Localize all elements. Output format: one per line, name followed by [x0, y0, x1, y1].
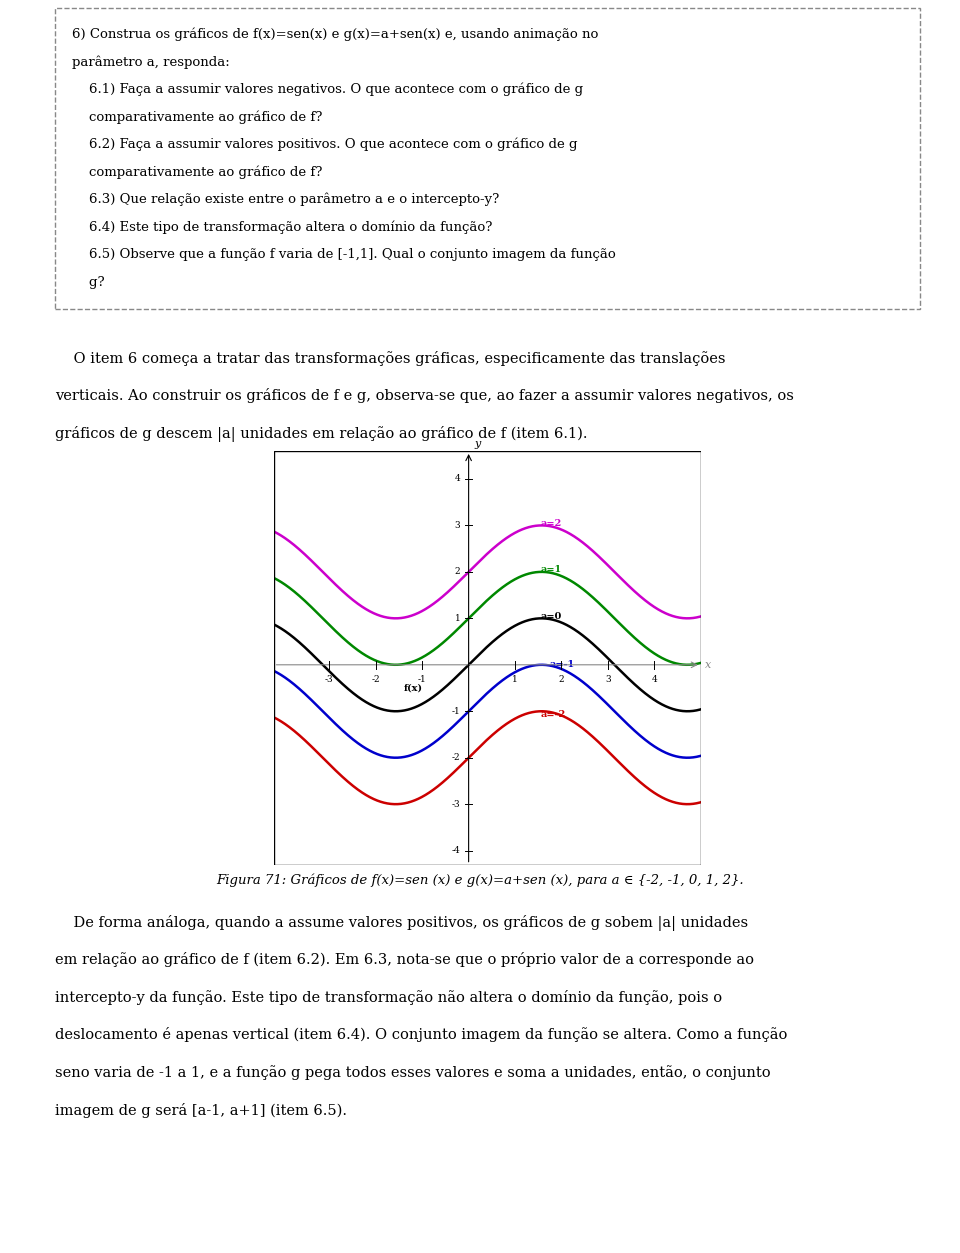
Text: 1: 1 — [513, 675, 518, 684]
Text: 6.3) Que relação existe entre o parâmetro a e o intercepto-y?: 6.3) Que relação existe entre o parâmetr… — [72, 193, 499, 207]
Text: 3: 3 — [455, 521, 460, 530]
Text: 6) Construa os gráficos de f(x)=sen(x) e g(x)=a+sen(x) e, usando animação no: 6) Construa os gráficos de f(x)=sen(x) e… — [72, 28, 598, 41]
Text: 3: 3 — [605, 675, 611, 684]
Text: a=0: a=0 — [540, 611, 562, 620]
Text: a=-2: a=-2 — [540, 710, 565, 719]
Text: 4: 4 — [652, 675, 658, 684]
Text: f(x): f(x) — [403, 684, 422, 693]
Text: Figura 71: Gráficos de f(x)=sen (x) e g(x)=a+sen (x), para a ∈ {-2, -1, 0, 1, 2}: Figura 71: Gráficos de f(x)=sen (x) e g(… — [216, 873, 744, 887]
Text: parâmetro a, responda:: parâmetro a, responda: — [72, 55, 229, 69]
Text: comparativamente ao gráfico de f?: comparativamente ao gráfico de f? — [72, 165, 323, 179]
Text: y: y — [474, 439, 480, 449]
Text: seno varia de -1 a 1, e a função g pega todos esses valores e soma a unidades, e: seno varia de -1 a 1, e a função g pega … — [55, 1065, 770, 1080]
Text: g?: g? — [72, 276, 105, 288]
Text: -1: -1 — [451, 707, 460, 715]
Text: verticais. Ao construir os gráficos de f e g, observa-se que, ao fazer a assumir: verticais. Ao construir os gráficos de f… — [55, 388, 794, 403]
Text: 2: 2 — [559, 675, 564, 684]
Text: x: x — [706, 660, 711, 670]
Text: 6.1) Faça a assumir valores negativos. O que acontece com o gráfico de g: 6.1) Faça a assumir valores negativos. O… — [72, 83, 583, 96]
Text: O item 6 começa a tratar das transformações gráficas, especificamente das transl: O item 6 começa a tratar das transformaç… — [55, 351, 725, 366]
Text: a=1: a=1 — [540, 565, 562, 574]
Text: -1: -1 — [418, 675, 426, 684]
Text: -4: -4 — [451, 846, 460, 855]
Text: 2: 2 — [455, 568, 460, 576]
Text: imagem de g será [a-1, a+1] (item 6.5).: imagem de g será [a-1, a+1] (item 6.5). — [55, 1103, 347, 1118]
Text: comparativamente ao gráfico de f?: comparativamente ao gráfico de f? — [72, 110, 323, 124]
Text: a=-1: a=-1 — [550, 660, 575, 669]
Text: 1: 1 — [454, 614, 460, 623]
Text: -3: -3 — [451, 799, 460, 808]
Text: 6.4) Este tipo de transformação altera o domínio da função?: 6.4) Este tipo de transformação altera o… — [72, 221, 492, 234]
Text: 4: 4 — [454, 475, 460, 484]
Text: gráficos de g descem |a| unidades em relação ao gráfico de f (item 6.1).: gráficos de g descem |a| unidades em rel… — [55, 426, 588, 442]
Text: -3: -3 — [325, 675, 334, 684]
Text: 6.2) Faça a assumir valores positivos. O que acontece com o gráfico de g: 6.2) Faça a assumir valores positivos. O… — [72, 138, 578, 152]
Text: -2: -2 — [372, 675, 380, 684]
Text: 6.5) Observe que a função f varia de [-1,1]. Qual o conjunto imagem da função: 6.5) Observe que a função f varia de [-1… — [72, 248, 615, 261]
Text: deslocamento é apenas vertical (item 6.4). O conjunto imagem da função se altera: deslocamento é apenas vertical (item 6.4… — [55, 1027, 787, 1042]
Text: a=2: a=2 — [540, 519, 562, 528]
Text: -2: -2 — [451, 753, 460, 762]
Text: intercepto-y da função. Este tipo de transformação não altera o domínio da funçã: intercepto-y da função. Este tipo de tra… — [55, 990, 722, 1005]
Text: em relação ao gráfico de f (item 6.2). Em 6.3, nota-se que o próprio valor de a : em relação ao gráfico de f (item 6.2). E… — [55, 952, 754, 967]
Text: De forma análoga, quando a assume valores positivos, os gráficos de g sobem |a| : De forma análoga, quando a assume valore… — [55, 915, 748, 931]
